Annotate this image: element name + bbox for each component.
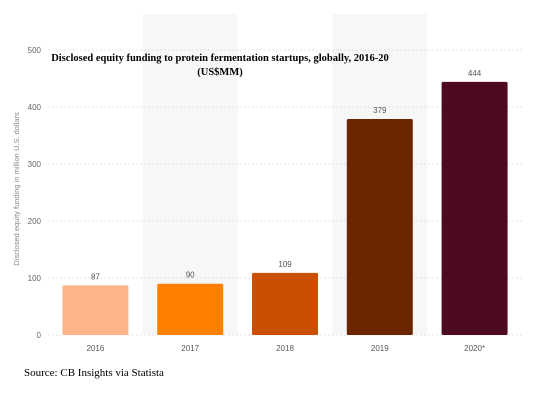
data-label: 444	[468, 69, 482, 78]
bar	[346, 118, 413, 335]
data-label: 87	[91, 272, 100, 281]
x-tick-label: 2018	[276, 344, 294, 353]
x-tick-label: 2016	[87, 344, 105, 353]
x-axis-labels: 2016 2017 2018 2019 2020*	[87, 344, 486, 353]
y-tick-label: 300	[28, 160, 42, 169]
x-tick-label: 2017	[181, 344, 199, 353]
y-tick-label: 400	[28, 103, 42, 112]
bar	[252, 272, 318, 335]
chart-subtitle: (US$MM)	[197, 67, 243, 78]
bar	[62, 285, 129, 335]
source-note: Source: CB Insights via Statista	[24, 367, 164, 379]
y-axis-ticks: 0 100 200 300 400 500	[28, 46, 42, 340]
data-label: 379	[373, 106, 387, 115]
y-axis-label: Disclosed equity funding in million U.S.…	[12, 112, 21, 266]
chart-title: Disclosed equity funding to protein ferm…	[51, 53, 389, 64]
x-tick-label: 2019	[371, 344, 389, 353]
bar	[157, 283, 224, 335]
y-tick-label: 200	[28, 217, 42, 226]
y-tick-label: 100	[28, 274, 42, 283]
data-label: 90	[186, 271, 195, 280]
y-tick-label: 500	[28, 46, 42, 55]
bars	[62, 81, 508, 335]
data-label: 109	[278, 260, 292, 269]
value-labels: 87 90 109 379 444	[91, 69, 482, 281]
column-band	[142, 14, 238, 335]
x-tick-label: 2020*	[464, 344, 485, 353]
y-tick-label: 0	[37, 331, 42, 340]
bar	[441, 81, 508, 335]
